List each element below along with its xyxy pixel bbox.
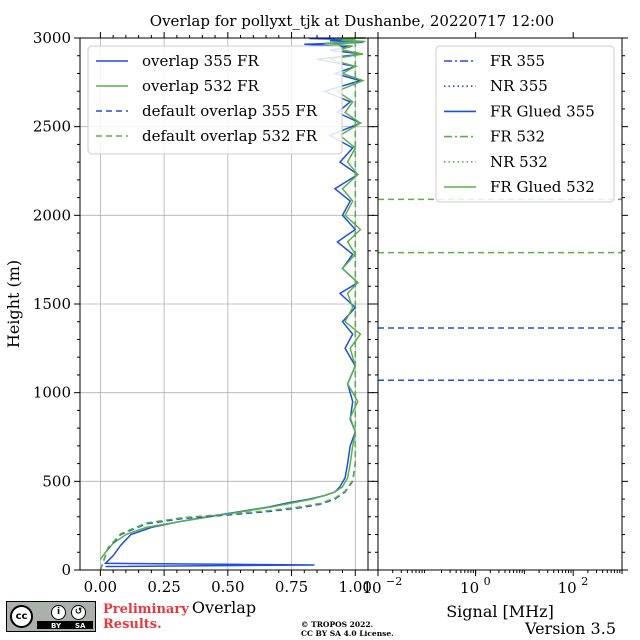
signal-xtick-exponent-2: 2 <box>581 575 588 588</box>
cc-bar <box>37 621 93 629</box>
series-line-3 <box>99 38 357 571</box>
copyright-line1: © TROPOS 2022. <box>301 620 374 629</box>
overlap-legend-label-0: overlap 355 FR <box>142 52 259 70</box>
cc-icon: cc <box>10 605 33 628</box>
preliminary-line2: Results. <box>103 617 162 632</box>
signal-legend-label-5: FR Glued 532 <box>490 178 595 196</box>
overlap-xlabel: Overlap <box>192 598 256 617</box>
signal-xtick-exponent-1: 0 <box>484 575 491 588</box>
xtick-label-3: 0.75 <box>275 578 308 596</box>
ytick-label-6: 3000 <box>33 29 71 47</box>
ytick-label-4: 2000 <box>33 206 71 224</box>
signal-legend-label-2: FR Glued 355 <box>490 102 595 120</box>
signal-xtick-exponent-0: −2 <box>386 575 402 588</box>
signal-xtick-label-2: 10 <box>558 579 577 597</box>
ytick-label-0: 0 <box>61 561 71 579</box>
ytick-label-2: 1000 <box>33 384 71 402</box>
signal-axes: 10 −2 10 0 10 2 Signal [MHz] FR 355 NR 355 FR Glu… <box>362 32 628 621</box>
overlap-legend: overlap 355 FR overlap 532 FR default over… <box>87 45 343 155</box>
overlap-legend-label-1: overlap 532 FR <box>142 77 259 95</box>
signal-xtick-label-1: 10 <box>460 579 479 597</box>
signal-legend-box <box>435 45 615 203</box>
signal-legend-label-1: NR 355 <box>490 77 548 95</box>
overlap-legend-label-3: default overlap 532 FR <box>142 127 318 145</box>
signal-xtick-label-0: 10 <box>362 579 381 597</box>
signal-legend: FR 355 NR 355 FR Glued 355 FR 532 NR 532 FR G… <box>435 45 615 203</box>
xtick-label-0: 0.00 <box>84 578 117 596</box>
copyright-line2: CC BY SA 4.0 License. <box>301 629 394 638</box>
cc-license-badge: cc i ↺ BY SA <box>6 601 96 632</box>
overlap-legend-box <box>87 45 343 155</box>
signal-legend-label-4: NR 532 <box>490 153 548 171</box>
overlap-legend-label-2: default overlap 355 FR <box>142 102 318 120</box>
overlap-ylabel: Height (m) <box>4 260 23 348</box>
signal-legend-label-0: FR 355 <box>490 52 545 70</box>
chart-title: Overlap for pollyxt_tjk at Dushanbe, 202… <box>150 12 554 30</box>
xtick-label-1: 0.25 <box>147 578 180 596</box>
version-label: Version 3.5 <box>525 619 616 638</box>
ytick-label-5: 2500 <box>33 118 71 136</box>
overlap-axes: 0 500 1000 1500 2000 2500 3000 0.00 0.25 0.50 0.75… <box>4 29 374 617</box>
signal-legend-label-3: FR 532 <box>490 128 545 146</box>
copyright-note: © TROPOS 2022. CC BY SA 4.0 License. <box>301 620 394 638</box>
cc-sa-label: SA <box>75 622 86 630</box>
ytick-label-1: 500 <box>42 472 71 490</box>
ytick-label-3: 1500 <box>33 295 71 313</box>
preliminary-line1: Preliminary <box>103 602 189 617</box>
by-icon: i <box>51 605 66 620</box>
xtick-label-4: 1.00 <box>339 578 372 596</box>
cc-by-label: BY <box>51 622 62 630</box>
xtick-label-2: 0.50 <box>211 578 244 596</box>
sa-icon: ↺ <box>71 605 86 620</box>
preliminary-note: Preliminary Results. <box>103 602 189 632</box>
signal-xlabel: Signal [MHz] <box>446 602 554 621</box>
